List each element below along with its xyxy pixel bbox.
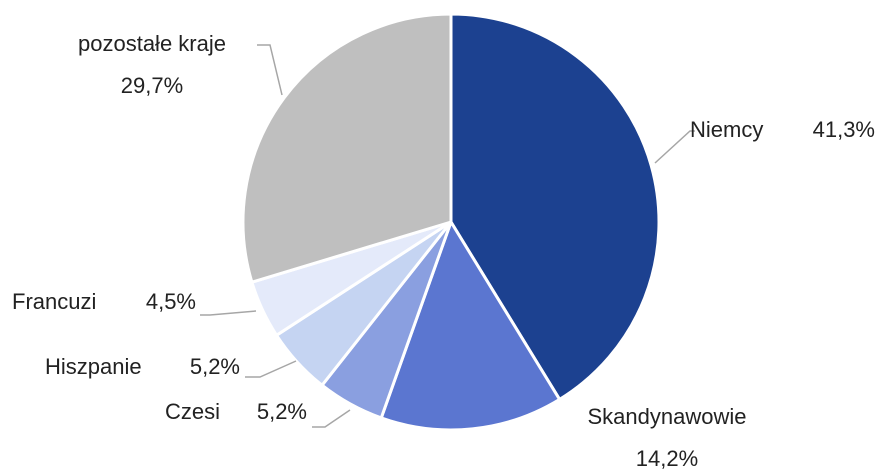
slice-label-value: 14,2%: [636, 446, 698, 471]
slice-label-name: Czesi: [165, 399, 220, 424]
slice-label-value: 29,7%: [121, 73, 183, 98]
slice-label-name: Niemcy: [690, 117, 763, 142]
slice-label-value: 5,2%: [257, 399, 307, 424]
leader-line: [245, 360, 297, 378]
pie-slice: [449, 12, 661, 402]
slice-label-name: Francuzi: [12, 289, 96, 314]
leader-line: [654, 130, 695, 164]
slice-label-value: 4,5%: [146, 289, 196, 314]
slice-label-name: pozostałe kraje: [78, 31, 226, 56]
leader-line: [257, 44, 283, 96]
slice-label-name: Hiszpanie: [45, 354, 142, 379]
leader-line: [312, 409, 351, 428]
slice-label-name: Skandynawowie: [588, 404, 747, 429]
slice-label-value: 5,2%: [190, 354, 240, 379]
leader-line: [200, 310, 257, 316]
slice-label-value: 41,3%: [813, 117, 875, 142]
pie-slice: [241, 12, 453, 285]
pie-slice: [379, 218, 562, 432]
